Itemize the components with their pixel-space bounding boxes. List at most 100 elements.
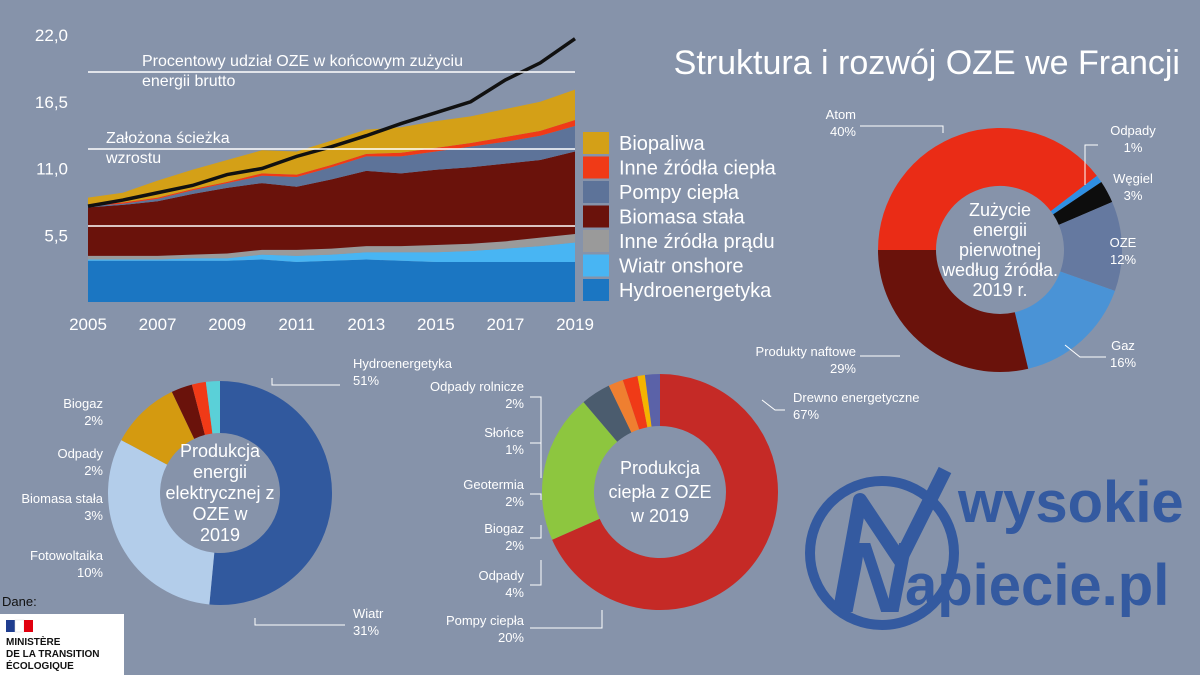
legend-swatch-biopaliwa [583,132,609,154]
leader-line [530,396,542,466]
donut-center-line: OZE w [192,504,248,524]
leader-line [1084,144,1098,185]
slice-label-biomasa-stala: Biomasa stała [21,491,103,506]
slice-pct-oze: 12% [1110,252,1136,267]
donut-slice-produkty-naftowe [878,248,1029,372]
x-tick-label: 2015 [417,315,455,334]
logo-text-top: wysokie [957,470,1184,535]
leader-line [530,493,542,500]
flag-blue [6,620,15,632]
x-tick-label: 2007 [139,315,177,334]
slice-label-wegiel: Węgiel [1113,171,1153,186]
donut-center-line: 2019 r. [972,280,1027,300]
area-chart: 5,5 11,0 16,5 22,0 2005 2007 2009 2011 2013 2015… [35,26,777,334]
slice-pct-geotermia: 2% [505,494,524,509]
slice-pct-odpady: 2% [84,463,103,478]
slice-pct-odpady: 4% [505,585,524,600]
donut-center-line: ciepła z OZE [608,482,711,502]
donut-center-line: energii [973,220,1027,240]
legend-label-inne-zrodla-ciepla: Inne źródła ciepła [619,158,777,180]
leader-line [860,125,944,133]
slice-label-hydroenergetyka: Hydroenergetyka [353,356,453,371]
donut-center-line: Produkcja [180,441,261,461]
legend-swatch-inne-zrodla-ciepla [583,156,609,179]
slice-pct-slonce: 1% [505,442,524,457]
slice-label-gaz: Gaz [1111,338,1135,353]
slice-label-geotermia: Geotermia [463,477,524,492]
donut-center-line: 2019 [200,525,240,545]
donut-slice-slonce [637,374,652,428]
share-line-label-2: energii brutto [142,73,235,90]
path-label-1: Założona ścieżka [106,130,230,147]
slice-label-biogaz: Biogaz [484,521,524,536]
donut-slice-fotowoltaika [121,391,196,466]
donut-center-line: pierwotnej [959,240,1041,260]
logo-ring [805,476,959,630]
slice-label-slonce: Słońce [484,425,524,440]
donut-slice-wiatr [108,440,216,605]
donut-slice-geotermia [622,376,648,430]
slice-label-wiatr: Wiatr [353,606,384,621]
legend-swatch-wiatr-onshore [583,254,609,277]
donut-slice-hydroenergetyka [209,381,332,605]
slice-pct-pompy-ciepla: 20% [498,630,524,645]
donut-slice-gaz [1013,270,1115,369]
donut-slice-wegiel [1052,182,1113,226]
y-tick-label: 5,5 [44,226,68,245]
x-tick-label: 2019 [556,315,594,334]
area-layers [88,89,575,302]
donut-slice-pompy-ciepla [542,402,618,540]
donut-center-line: Zużycie [969,200,1031,220]
slice-pct-wiatr: 31% [353,623,379,638]
share-line-label-1: Procentowy udział OZE w końcowym zużyciu [142,53,463,70]
slice-label-odpady: Odpady [478,568,524,583]
legend-swatch-inne-zrodla-pradu [583,230,609,252]
legend-swatch-biomasa-stala [583,205,609,228]
x-tick-label: 2013 [347,315,385,334]
ministry-logo: MINISTÈRE DE LA TRANSITION ÉCOLOGIQUE [0,614,124,675]
slice-label-drewno-energetyczne: Drewno energetyczne [793,390,919,405]
ministry-line-1: MINISTÈRE [6,635,61,648]
legend-label-pompy-ciepla: Pompy ciepła [619,182,740,204]
donut-slice-odpady [191,381,213,436]
slice-pct-wegiel: 3% [1124,188,1143,203]
x-tick-label: 2011 [278,315,315,334]
source-label: Dane: [2,594,37,609]
area-series-inne-zrodla-pradu [88,234,575,260]
y-axis-ticks: 5,5 11,0 16,5 22,0 [35,26,68,245]
x-tick-label: 2009 [208,315,246,334]
slice-pct-fotowoltaika: 10% [77,565,103,580]
legend-label-inne-zrodla-pradu: Inne źródła prądu [619,231,775,253]
area-series-wiatr-onshore [88,242,575,262]
slice-label-biogaz: Biogaz [63,396,103,411]
path-label-2: wzrostu [105,150,161,167]
share-line [87,37,577,208]
slice-label-odpady: Odpady [1110,123,1156,138]
slice-label-odpady-rolnicze: Odpady rolnicze [430,379,524,394]
y-tick-label: 16,5 [35,93,68,112]
y-tick-label: 22,0 [35,26,68,45]
area-series-pompy-ciepla [88,126,575,208]
donut-center-line: Produkcja [620,458,701,478]
legend-label-hydroenergetyka: Hydroenergetyka [619,280,772,302]
slice-label-odpady: Odpady [57,446,103,461]
leader-line [254,618,345,626]
slice-pct-biogaz: 2% [505,538,524,553]
donut-center-line: w 2019 [630,506,689,526]
x-axis-ticks: 2005 2007 2009 2011 2013 2015 2017 2019 [69,315,594,334]
leader-line [271,378,340,386]
slice-label-atom: Atom [826,107,856,122]
leader-line [530,525,542,539]
slice-label-oze: OZE [1110,235,1137,250]
legend-swatch-hydroenergetyka [583,279,609,301]
donut-center-line: według źródła. [941,260,1058,280]
slice-pct-biomasa-stala: 3% [84,508,103,523]
slice-label-pompy-ciepla: Pompy ciepła [446,613,525,628]
legend-label-biopaliwa: Biopaliwa [619,133,705,155]
slice-pct-odpady-rolnicze: 2% [505,396,524,411]
page-title: Struktura i rozwój OZE we Francji [674,44,1180,82]
donut-heat: Produkcja ciepła z OZE w 2019 Drewno energe… [430,374,919,645]
